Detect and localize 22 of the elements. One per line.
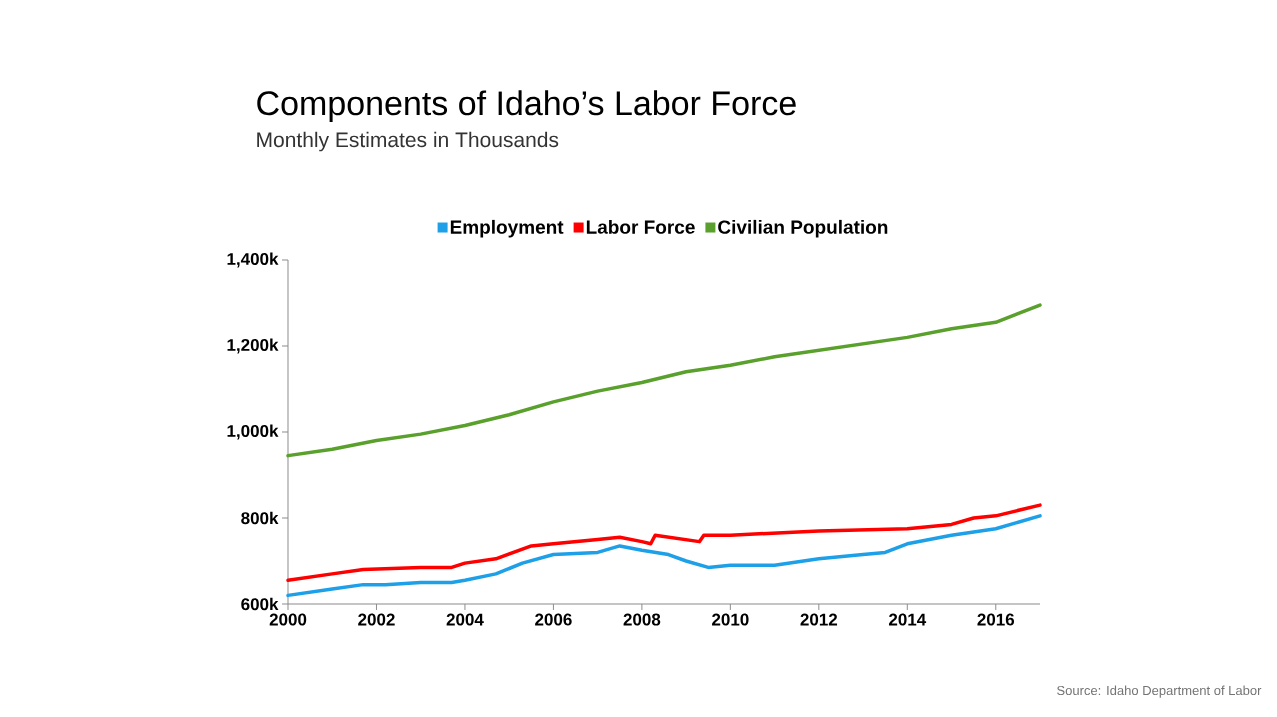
x-tick-label: 2000 bbox=[269, 613, 307, 626]
x-tick-label: 2002 bbox=[358, 613, 395, 626]
y-tick-label: 600k bbox=[241, 597, 279, 611]
y-tick-label: 1,200k bbox=[227, 338, 279, 354]
x-tick-label: 2012 bbox=[800, 613, 838, 626]
legend-label: Labor Force bbox=[586, 219, 695, 234]
chart-title: Components of Idaho’s Labor Force bbox=[257, 90, 796, 123]
line-series bbox=[286, 503, 1042, 583]
x-tick-label: 2008 bbox=[623, 613, 661, 626]
x-tick-label: 2010 bbox=[712, 613, 749, 626]
legend-label: Employment bbox=[450, 219, 564, 238]
legend-label: Civilian Population bbox=[718, 219, 888, 238]
y-tick-label: 1,400k bbox=[227, 252, 279, 268]
x-tick-label: 2016 bbox=[977, 613, 1015, 626]
x-tick-label: 2006 bbox=[535, 613, 572, 626]
chart-subtitle: Monthly Estimates in Thousands bbox=[257, 131, 559, 152]
y-tick-label: 800k bbox=[241, 511, 279, 525]
line-series bbox=[286, 514, 1042, 598]
y-tick-label: 1,000k bbox=[227, 424, 279, 440]
source-note: Source: Idaho Department of Labor bbox=[1057, 685, 1262, 698]
x-tick-label: 2004 bbox=[446, 613, 484, 626]
x-tick-label: 2014 bbox=[888, 613, 927, 626]
